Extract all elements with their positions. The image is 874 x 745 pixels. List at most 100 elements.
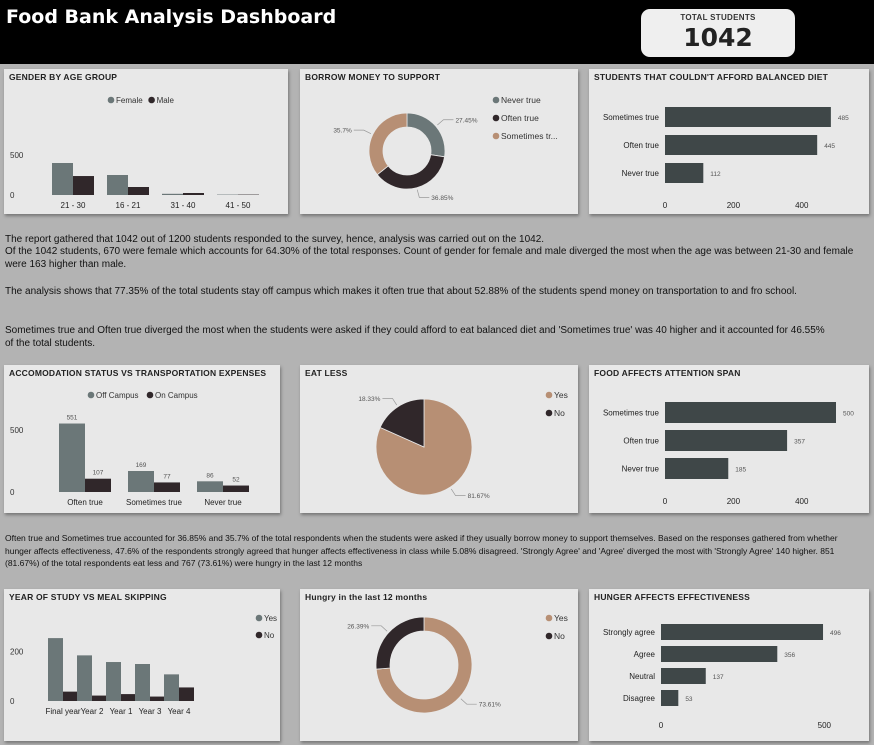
pie-slice: [379, 398, 425, 448]
legend-marker: [545, 614, 553, 622]
leader-line: [460, 698, 477, 705]
header-bar: Food Bank Analysis Dashboard TOTAL STUDE…: [0, 0, 874, 64]
hunger-effectiveness-chart[interactable]: Strongly agree 496 Agree 356 Neutral 137 Disag…: [589, 589, 869, 741]
pie-slice: [376, 154, 446, 190]
x-tick-label: 400: [795, 497, 809, 506]
legend-label: No: [554, 408, 565, 418]
y-tick-label: 0: [10, 191, 15, 200]
hungry-chart[interactable]: 73.61% 26.39% Yes No Hungry in the last 12 …: [300, 589, 578, 741]
x-tick-label: 21 - 30: [61, 201, 86, 210]
x-tick-label: 500: [818, 721, 832, 730]
data-label: 356: [784, 652, 795, 659]
accommodation-chart[interactable]: 500 0 551 107 Often true 169 77 Sometimes true 8…: [4, 365, 280, 513]
bar-yes: [164, 674, 179, 701]
x-tick-label: 31 - 40: [171, 201, 196, 210]
leader-line: [353, 129, 372, 134]
bar-male: [128, 187, 149, 195]
legend-label: Sometimes tr...: [501, 131, 558, 141]
eat-less-chart[interactable]: 81.67% 18.33% Yes No EAT LESS: [300, 365, 578, 513]
y-tick-label: Strongly agree: [603, 628, 656, 637]
borrow-money-chart[interactable]: 27.45% 36.85% 35.7% Never true Often true Som…: [300, 69, 578, 214]
bar-yes: [106, 662, 121, 701]
leader-line: [437, 119, 454, 126]
bar-no: [150, 696, 165, 701]
paragraph-2: Of the 1042 students, 670 were female wh…: [5, 246, 854, 270]
bar-on-campus: [85, 478, 111, 492]
legend-marker: [545, 632, 553, 640]
bar: [665, 458, 729, 479]
gender-by-age-chart[interactable]: 500 0 21 - 30 16 - 21 31 - 40 41 - 50 Female Ma…: [4, 69, 288, 214]
y-tick-label: 200: [10, 648, 24, 657]
legend-marker: [492, 96, 500, 104]
chart-title: ACCOMODATION STATUS VS TRANSPORTATION EX…: [9, 368, 267, 378]
chart-svg: Sometimes true 500 Often true 357 Never true…: [603, 402, 854, 506]
bar-no: [121, 694, 136, 701]
y-tick-label: Neutral: [629, 672, 655, 681]
pie-slice: [375, 616, 425, 670]
bar-off-campus: [197, 481, 223, 492]
data-label: 77: [163, 473, 171, 480]
chart-title: YEAR OF STUDY VS MEAL SKIPPING: [9, 592, 167, 602]
legend-marker: [87, 391, 95, 399]
legend-marker: [492, 114, 500, 122]
bar: [665, 402, 836, 423]
total-students-card[interactable]: TOTAL STUDENTS 1042: [641, 9, 795, 57]
data-label: 26.39%: [347, 623, 369, 630]
data-label: 357: [794, 439, 805, 446]
kpi-value: 1042: [683, 23, 753, 52]
bar-yes: [135, 664, 150, 701]
data-label: 500: [843, 411, 854, 418]
legend-marker: [107, 96, 115, 104]
legend-marker: [492, 132, 500, 140]
data-label: 53: [685, 696, 693, 703]
data-label: 169: [136, 462, 147, 469]
legend-label: Female: [116, 96, 143, 105]
pie-slice: [375, 616, 473, 714]
leader-line: [450, 488, 466, 496]
bar-no: [63, 691, 78, 701]
data-label: 551: [67, 415, 78, 422]
x-tick-label: Year 3: [139, 707, 162, 716]
balanced-diet-chart[interactable]: Sometimes true 485 Often true 445 Never true…: [589, 69, 869, 214]
chart-svg: Sometimes true 485 Often true 445 Never true…: [603, 107, 849, 210]
data-label: 485: [838, 115, 849, 122]
chart-svg: 73.61% 26.39% Yes No: [347, 613, 568, 714]
y-tick-label: Disagree: [623, 694, 656, 703]
bar: [661, 624, 824, 640]
bar-yes: [48, 638, 63, 701]
x-tick-label: 200: [727, 497, 741, 506]
legend-marker: [146, 391, 154, 399]
bar: [661, 646, 778, 662]
chart-title: HUNGER AFFECTS EFFECTIVENESS: [594, 592, 750, 602]
bar-male: [73, 176, 94, 195]
chart-title: Hungry in the last 12 months: [305, 592, 428, 602]
bar-yes: [77, 655, 92, 701]
x-tick-label: Sometimes true: [126, 498, 183, 507]
chart-title: EAT LESS: [305, 368, 348, 378]
x-tick-label: Year 1: [110, 707, 133, 716]
data-label: 445: [824, 143, 835, 150]
attention-span-chart[interactable]: Sometimes true 500 Often true 357 Never true…: [589, 365, 869, 513]
y-tick-label: 0: [10, 488, 15, 497]
y-tick-label: Never true: [622, 465, 660, 474]
year-of-study-chart[interactable]: 200 0 Final year Year 2 Year 1 Year 3 Year 4 Ye…: [4, 589, 280, 741]
legend-label: No: [264, 631, 275, 640]
bar-off-campus: [59, 423, 85, 492]
y-tick-label: Sometimes true: [603, 409, 660, 418]
legend-label: Yes: [554, 613, 568, 623]
legend-label: Off Campus: [96, 391, 139, 400]
bar-male: [183, 193, 204, 195]
chart-svg: 500 0 21 - 30 16 - 21 31 - 40 41 - 50 Female Ma…: [10, 96, 259, 210]
dashboard-title: Food Bank Analysis Dashboard: [6, 6, 337, 28]
pie-slice: [406, 112, 446, 158]
chart-svg: 27.45% 36.85% 35.7% Never true Often true Som…: [333, 95, 558, 202]
data-label: 36.85%: [431, 195, 453, 202]
bar-no: [92, 695, 107, 701]
legend-label: Often true: [501, 113, 539, 123]
x-tick-label: Year 2: [81, 707, 104, 716]
chart-svg: Strongly agree 496 Agree 356 Neutral 137 Disag…: [603, 624, 841, 730]
legend-marker: [255, 614, 263, 622]
x-tick-label: 16 - 21: [116, 201, 141, 210]
y-tick-label: Often true: [623, 141, 659, 150]
chart-title: FOOD AFFECTS ATTENTION SPAN: [594, 368, 741, 378]
